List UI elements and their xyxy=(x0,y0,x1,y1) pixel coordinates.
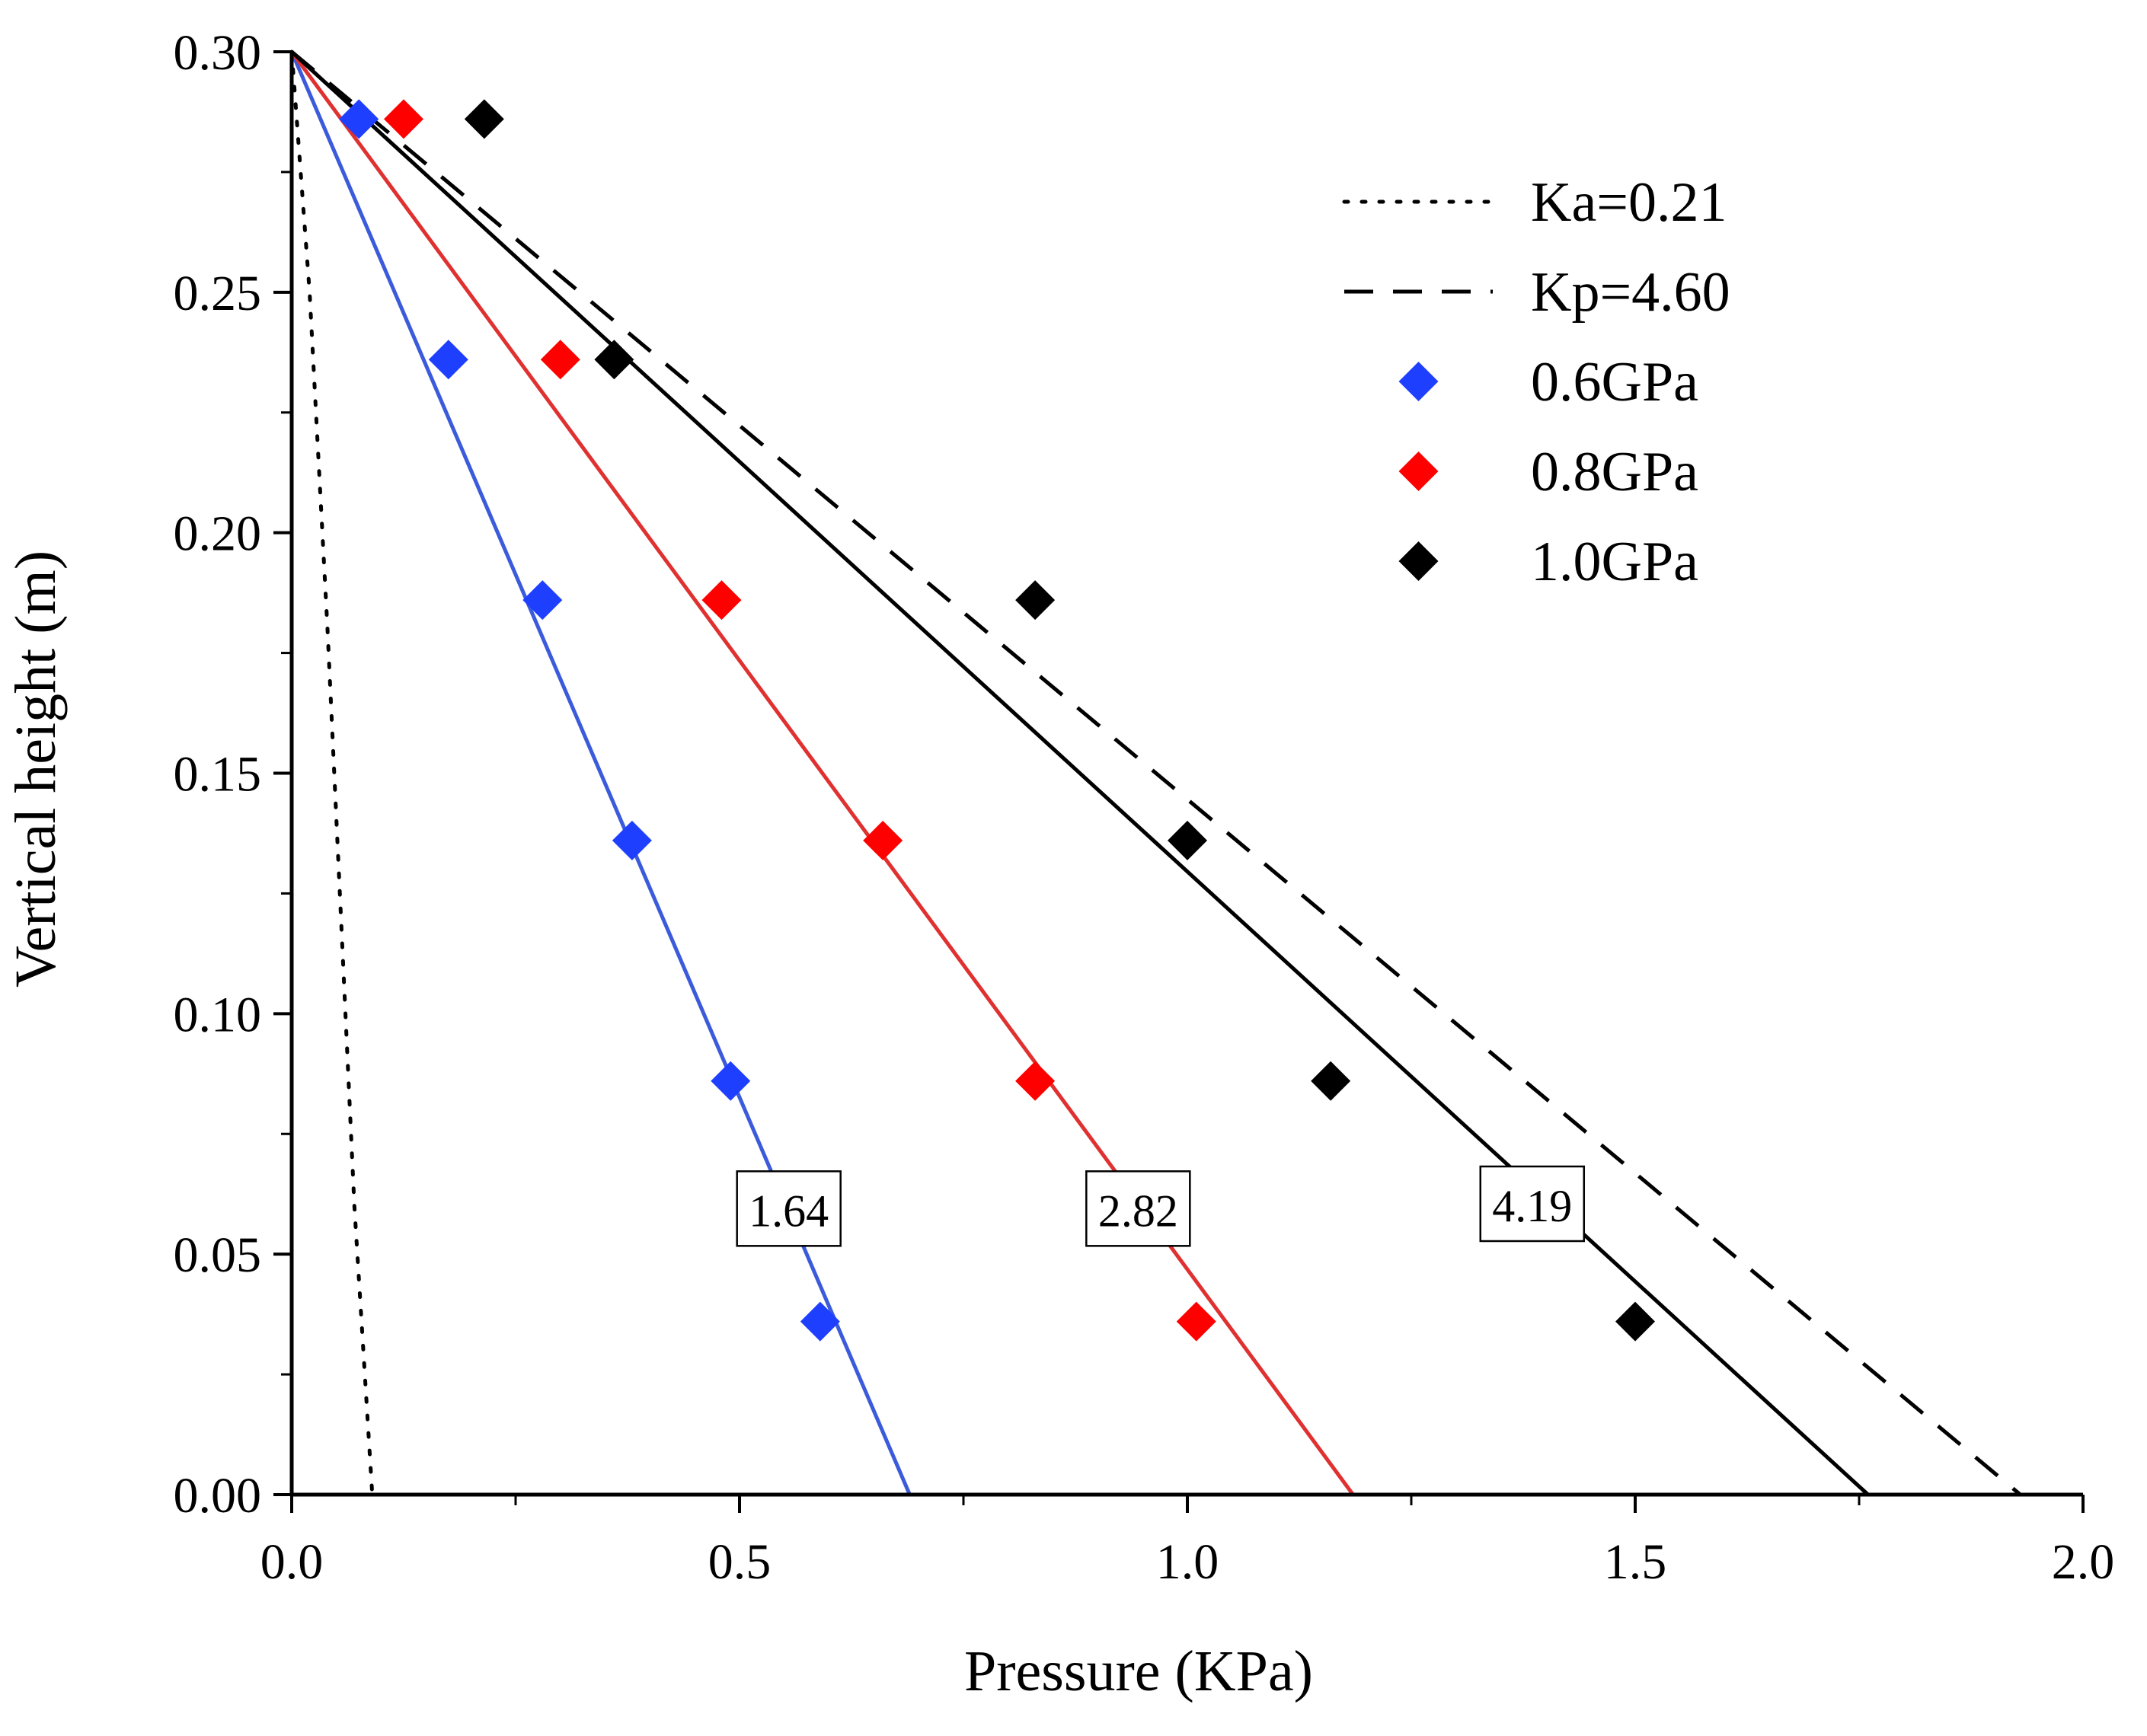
y-tick-label-2: 0.05 xyxy=(174,1227,262,1283)
data-point-s2-2 xyxy=(540,340,580,380)
x-tick-label-3: 1.0 xyxy=(1156,1534,1219,1590)
data-point-s2-5 xyxy=(1015,1061,1056,1101)
legend-marker-3 xyxy=(1398,362,1439,401)
data-point-s3-2 xyxy=(594,340,634,380)
data-point-s1-6 xyxy=(800,1301,840,1342)
plot-markers xyxy=(339,99,1655,1342)
legend: Ka=0.21 Kp=4.60 0.6GPa 0.8GPa 1.0GPa xyxy=(1342,171,1730,593)
data-point-s2-3 xyxy=(701,580,742,621)
x-tick-label-2: 0.5 xyxy=(708,1534,772,1590)
reference-line-1 xyxy=(289,49,375,1497)
legend-marker-5 xyxy=(1398,541,1439,581)
reference-line-2 xyxy=(290,50,2022,1496)
legend-label-1: Ka=0.21 xyxy=(1531,171,1727,234)
annotation-label-3: 4.19 xyxy=(1492,1181,1572,1231)
data-point-s1-5 xyxy=(711,1061,751,1101)
data-point-s1-2 xyxy=(428,340,468,380)
x-axis-title: Pressure (KPa) xyxy=(964,1639,1313,1703)
legend-label-5: 1.0GPa xyxy=(1531,531,1698,593)
data-point-s3-3 xyxy=(1015,580,1056,621)
data-point-s1-3 xyxy=(522,580,563,621)
data-point-s3-1 xyxy=(464,99,504,139)
data-point-s3-6 xyxy=(1615,1301,1655,1342)
annotations: 1.64 2.82 4.19 xyxy=(736,1165,1586,1247)
y-tick-label-4: 0.15 xyxy=(174,747,262,803)
data-point-s3-5 xyxy=(1311,1061,1351,1101)
y-tick-label-5: 0.20 xyxy=(174,506,262,562)
legend-label-4: 0.8GPa xyxy=(1531,441,1698,503)
annotation-box-3 xyxy=(1479,1165,1586,1243)
annotation-label-2: 2.82 xyxy=(1098,1186,1178,1236)
y-axis-title: Vertical height (m) xyxy=(4,550,68,988)
legend-marker-4 xyxy=(1398,452,1439,491)
y-tick-label-3: 0.10 xyxy=(174,987,262,1042)
data-point-s1-1 xyxy=(339,99,379,139)
annotation-box-1 xyxy=(736,1170,842,1247)
tick-labels: 0.0 0.5 1.0 1.5 2.0 0.00 0.05 0.10 0.15 0.20 0.25 0… xyxy=(174,25,2115,1590)
annotation-box-2 xyxy=(1085,1170,1191,1247)
data-point-s2-4 xyxy=(863,820,903,860)
x-tick-label-1: 0.0 xyxy=(260,1534,324,1590)
data-point-s1-4 xyxy=(612,820,652,860)
legend-label-3: 0.6GPa xyxy=(1531,351,1698,413)
data-point-s3-4 xyxy=(1168,820,1207,860)
data-point-s2-6 xyxy=(1176,1301,1216,1342)
x-tick-label-4: 1.5 xyxy=(1604,1534,1667,1590)
y-tick-label-1: 0.00 xyxy=(174,1468,262,1524)
fit-line-1 xyxy=(289,51,912,1495)
fit-line-3 xyxy=(290,50,1870,1496)
data-point-s2-1 xyxy=(384,99,423,139)
axes xyxy=(273,50,2085,1513)
plot-lines xyxy=(289,49,2022,1497)
annotation-label-1: 1.64 xyxy=(749,1186,829,1236)
x-tick-label-5: 2.0 xyxy=(2052,1534,2115,1590)
fit-line-2 xyxy=(289,50,1355,1496)
y-tick-label-6: 0.25 xyxy=(174,266,262,321)
legend-label-2: Kp=4.60 xyxy=(1531,261,1730,324)
y-tick-label-7: 0.30 xyxy=(174,25,262,81)
